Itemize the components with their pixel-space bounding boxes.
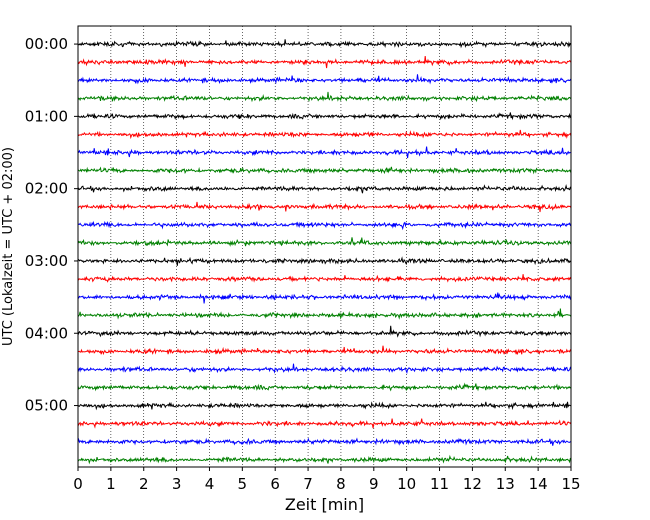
seismic-trace [77,184,572,194]
seismic-trace [77,201,572,213]
seismic-trace [77,91,572,103]
seismic-trace [77,382,572,392]
x-tick-label: 7 [303,475,313,493]
x-axis: 0 1 2 3 4 5 6 7 8 9 10 11 12 13 14 15 [73,467,581,493]
y-axis: 00:00 01:00 02:00 03:00 04:00 05:00 [25,35,78,415]
x-tick-label: 0 [73,475,83,493]
x-tick-label: 15 [561,475,580,493]
y-tick-label: 02:00 [25,180,68,198]
x-tick-label: 13 [496,475,515,493]
seismic-trace [77,274,572,283]
seismic-trace [78,166,572,175]
x-tick-label: 3 [172,475,182,493]
seismic-trace [77,56,572,69]
seismic-trace [77,308,572,320]
y-axis-label: UTC (Lokalzeit = UTC + 02:00) [1,147,16,346]
y-tick-label: 04:00 [25,324,68,342]
seismic-trace [77,363,572,374]
seismic-trace [77,325,572,338]
seismic-trace [77,345,572,356]
y-tick-label: 05:00 [25,397,68,415]
x-gridlines [110,26,539,467]
seismic-trace [77,437,572,446]
seismic-trace [77,418,572,429]
x-tick-label: 11 [430,475,449,493]
seismic-trace [77,237,572,247]
seismic-trace [77,146,572,159]
y-tick-label: 01:00 [25,107,68,125]
x-tick-label: 2 [139,475,149,493]
seismic-trace [78,256,572,266]
plot-frame [77,25,572,468]
x-tick-label: 1 [106,475,116,493]
seismic-trace [77,401,572,411]
x-tick-label: 9 [369,475,379,493]
x-tick-label: 6 [270,475,280,493]
x-tick-label: 10 [397,475,416,493]
seismic-trace [77,112,572,121]
x-tick-label: 12 [463,475,482,493]
seismic-traces [77,39,572,465]
x-tick-label: 8 [336,475,346,493]
seismic-trace [77,220,572,231]
x-tick-label: 5 [238,475,248,493]
x-axis-label: Zeit [min] [285,495,364,514]
seismic-trace [77,454,572,465]
y-tick-label: 03:00 [25,252,68,270]
x-tick-label: 4 [205,475,215,493]
seismic-trace [78,39,571,49]
seismic-trace [77,129,572,140]
seismic-trace [77,292,572,304]
seismic-trace [77,74,572,85]
x-tick-label: 14 [529,475,548,493]
y-tick-label: 00:00 [25,35,68,53]
